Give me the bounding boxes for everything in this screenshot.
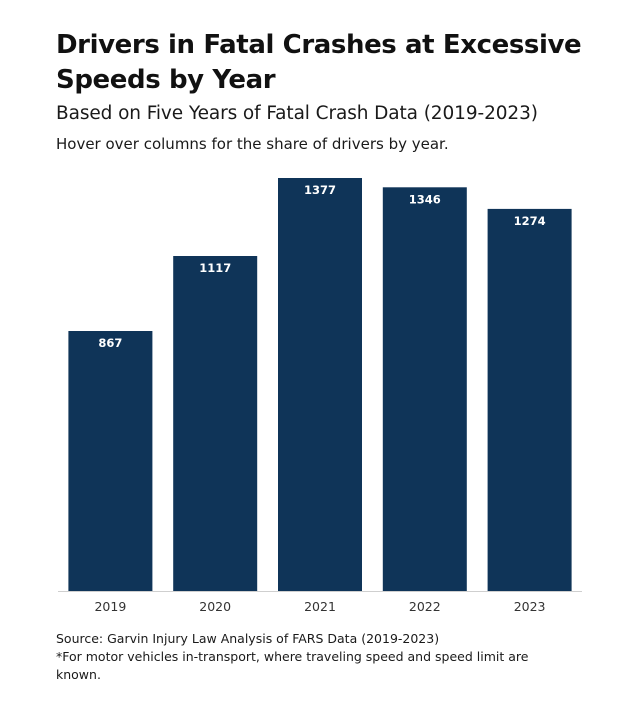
bar-2021[interactable] xyxy=(278,178,362,591)
chart-footer: Source: Garvin Injury Law Analysis of FA… xyxy=(56,630,576,684)
x-tick-label-2023: 2023 xyxy=(514,599,546,614)
x-tick-label-2020: 2020 xyxy=(199,599,231,614)
x-tick-label-2022: 2022 xyxy=(409,599,441,614)
bar-2019[interactable] xyxy=(68,331,153,591)
x-tick-label-2021: 2021 xyxy=(304,599,336,614)
bar-value-label-2022: 1346 xyxy=(409,192,441,206)
chart-title: Drivers in Fatal Crashes at Excessive Sp… xyxy=(56,30,582,95)
hover-hint: Hover over columns for the share of driv… xyxy=(56,135,449,153)
chart-subtitle: Based on Five Years of Fatal Crash Data … xyxy=(56,103,538,124)
footnote: *For motor vehicles in-transport, where … xyxy=(56,649,529,682)
bar-value-label-2023: 1274 xyxy=(514,214,546,228)
bar-2020[interactable] xyxy=(173,256,258,591)
source-note: Source: Garvin Injury Law Analysis of FA… xyxy=(56,631,440,646)
bar-2023[interactable] xyxy=(487,208,572,591)
bar-value-label-2020: 1117 xyxy=(199,261,231,275)
bar-2022[interactable] xyxy=(382,187,467,592)
bar-value-label-2019: 867 xyxy=(98,336,122,350)
x-tick-label-2019: 2019 xyxy=(94,599,126,614)
bar-value-label-2021: 1377 xyxy=(304,183,336,197)
